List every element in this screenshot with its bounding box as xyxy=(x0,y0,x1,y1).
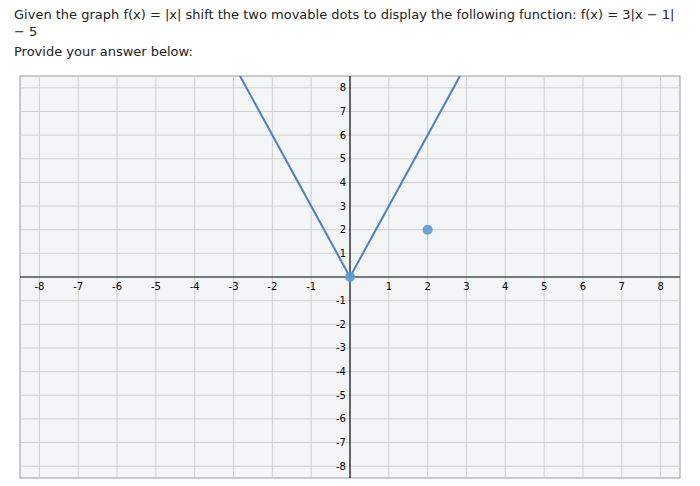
x-tick-label: 5 xyxy=(541,281,547,292)
chart: -8 -7 -6 -5 -4 -3 -2 -1 1 2 3 4 5 6 7 8 -8 -7 -6 -5 -4 -3 -2 -1… xyxy=(0,0,700,486)
x-tick-label: -1 xyxy=(306,281,316,292)
y-tick-label: 3 xyxy=(340,201,346,212)
y-tick-label: 1 xyxy=(340,248,346,259)
y-tick-label: -2 xyxy=(336,319,346,330)
x-tick-label: 1 xyxy=(386,281,392,292)
x-tick-label: -6 xyxy=(112,281,122,292)
x-tick-label: -3 xyxy=(229,281,239,292)
y-tick-label: -3 xyxy=(336,342,346,353)
y-tick-label: 5 xyxy=(340,153,346,164)
title: Given the graph f(x) = |x| shift the two… xyxy=(14,6,684,40)
y-tick-label: 2 xyxy=(340,224,346,235)
plot-frame xyxy=(20,76,680,478)
y-tick-label: 6 xyxy=(340,130,346,141)
movable-dot xyxy=(423,225,433,235)
x-tick-label: 2 xyxy=(424,281,430,292)
x-tick-label: 6 xyxy=(580,281,586,292)
x-tick-label: 4 xyxy=(502,281,508,292)
x-tick-label: -5 xyxy=(151,281,161,292)
x-tick-label: 3 xyxy=(463,281,469,292)
x-tick-label: 8 xyxy=(657,281,663,292)
y-tick-label: -4 xyxy=(336,366,346,377)
y-tick-label: 8 xyxy=(340,82,346,93)
y-tick-label: 7 xyxy=(340,106,346,117)
x-tick-label: -2 xyxy=(267,281,277,292)
y-tick-label: -8 xyxy=(336,461,346,472)
y-tick-label: -6 xyxy=(336,413,346,424)
x-tick-label: -4 xyxy=(190,281,200,292)
x-tick-label: -7 xyxy=(73,281,83,292)
function-line xyxy=(240,76,460,277)
y-tick-label: -1 xyxy=(336,295,346,306)
y-tick-label: -5 xyxy=(336,390,346,401)
y-tick-label: -7 xyxy=(336,437,346,448)
plot-marks xyxy=(240,76,460,282)
x-tick-label: 7 xyxy=(619,281,625,292)
y-tick-label: 4 xyxy=(340,177,346,188)
movable-dot xyxy=(345,272,355,282)
subtitle: Provide your answer below: xyxy=(14,44,684,59)
x-tick-label: -8 xyxy=(34,281,44,292)
